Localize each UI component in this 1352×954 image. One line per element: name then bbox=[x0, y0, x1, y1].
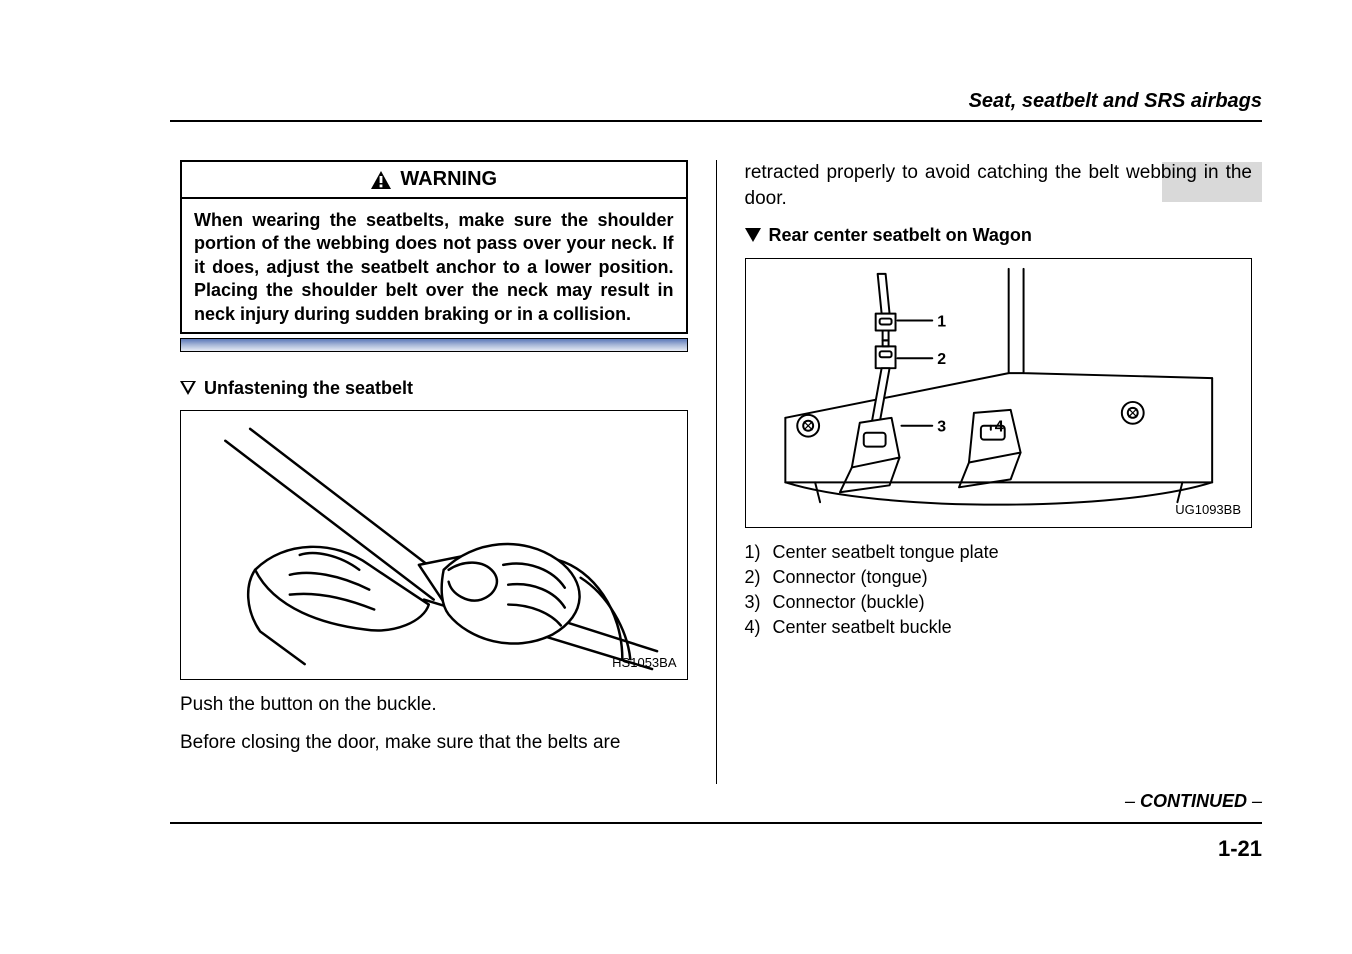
figure-code-2: UG1093BB bbox=[1175, 501, 1241, 519]
legend-text: Center seatbelt buckle bbox=[773, 615, 952, 640]
triangle-outline-icon bbox=[180, 381, 196, 395]
callout-4: 4 bbox=[994, 418, 1003, 435]
section-header: Seat, seatbelt and SRS airbags bbox=[969, 90, 1262, 113]
content-area: WARNING When wearing the seatbelts, make… bbox=[170, 160, 1262, 784]
footer-rule bbox=[170, 822, 1262, 824]
subheading-rear-center: Rear center seatbelt on Wagon bbox=[745, 223, 1253, 247]
subheading-unfastening: Unfastening the seatbelt bbox=[180, 376, 688, 400]
legend-num: 1) bbox=[745, 540, 767, 565]
subheading-rear-center-text: Rear center seatbelt on Wagon bbox=[769, 223, 1032, 247]
continued-prefix: – bbox=[1125, 791, 1140, 811]
legend-row: 3) Connector (buckle) bbox=[745, 590, 1253, 615]
figure-rear-center: 1 2 3 4 UG1093BB bbox=[745, 258, 1253, 528]
triangle-solid-icon bbox=[745, 228, 761, 242]
figure-code-1: HS1053BA bbox=[612, 654, 676, 672]
warning-triangle-icon bbox=[370, 170, 392, 190]
figure-unfastening: HS1053BA bbox=[180, 410, 688, 680]
continued-word: CONTINUED bbox=[1140, 791, 1247, 811]
subheading-unfastening-text: Unfastening the seatbelt bbox=[204, 376, 413, 400]
callout-1: 1 bbox=[937, 313, 946, 330]
legend-text: Center seatbelt tongue plate bbox=[773, 540, 999, 565]
legend-text: Connector (buckle) bbox=[773, 590, 925, 615]
figure-legend: 1) Center seatbelt tongue plate 2) Conne… bbox=[745, 540, 1253, 641]
header-rule bbox=[170, 120, 1262, 122]
warning-box: WARNING When wearing the seatbelts, make… bbox=[180, 160, 688, 334]
text-continuation: retracted properly to avoid catching the… bbox=[745, 160, 1253, 211]
legend-num: 4) bbox=[745, 615, 767, 640]
warning-gradient-bar bbox=[180, 338, 688, 352]
text-push-button: Push the button on the buckle. bbox=[180, 692, 688, 718]
legend-row: 2) Connector (tongue) bbox=[745, 565, 1253, 590]
legend-num: 3) bbox=[745, 590, 767, 615]
callout-3: 3 bbox=[937, 418, 946, 435]
warning-label: WARNING bbox=[400, 166, 497, 193]
left-column: WARNING When wearing the seatbelts, make… bbox=[170, 160, 716, 784]
continued-marker: – CONTINUED – bbox=[1125, 791, 1262, 812]
page-number: 1-21 bbox=[1218, 836, 1262, 862]
manual-page: Seat, seatbelt and SRS airbags WARNING W… bbox=[0, 0, 1352, 954]
legend-row: 1) Center seatbelt tongue plate bbox=[745, 540, 1253, 565]
legend-num: 2) bbox=[745, 565, 767, 590]
text-before-closing: Before closing the door, make sure that … bbox=[180, 730, 688, 756]
continued-suffix: – bbox=[1247, 791, 1262, 811]
figure-unfastening-svg bbox=[181, 411, 687, 679]
callout-2: 2 bbox=[937, 351, 946, 368]
warning-heading: WARNING bbox=[182, 162, 686, 199]
figure-rear-center-svg: 1 2 3 4 bbox=[746, 259, 1252, 527]
right-column: retracted properly to avoid catching the… bbox=[717, 160, 1263, 784]
legend-text: Connector (tongue) bbox=[773, 565, 928, 590]
legend-row: 4) Center seatbelt buckle bbox=[745, 615, 1253, 640]
warning-body-text: When wearing the seatbelts, make sure th… bbox=[182, 199, 686, 332]
